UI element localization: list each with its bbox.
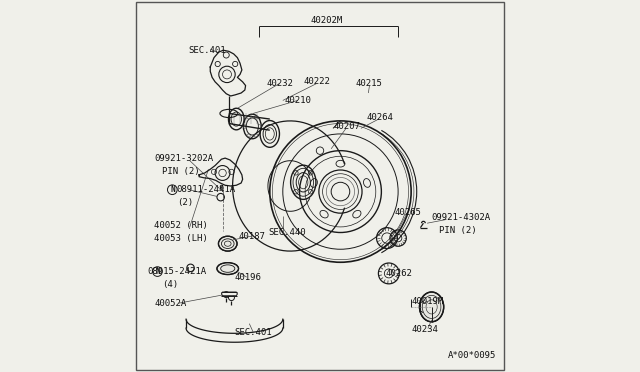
Text: (2): (2) — [177, 198, 193, 207]
Text: 40196: 40196 — [234, 273, 261, 282]
Text: 40019M: 40019M — [411, 297, 444, 306]
Ellipse shape — [217, 263, 239, 275]
Text: SEC.401: SEC.401 — [188, 46, 225, 55]
Text: N: N — [170, 185, 175, 194]
Text: 40052A: 40052A — [154, 299, 187, 308]
Text: 40262: 40262 — [385, 269, 412, 278]
Text: 40187: 40187 — [238, 232, 265, 241]
Text: SEC.440: SEC.440 — [268, 228, 305, 237]
Text: SEC.401: SEC.401 — [234, 328, 272, 337]
Text: 40265: 40265 — [394, 208, 421, 217]
Text: 09921-3202A: 09921-3202A — [154, 154, 214, 163]
Text: PIN (2): PIN (2) — [162, 167, 200, 176]
Text: PIN (2): PIN (2) — [439, 226, 477, 235]
Text: 40053 (LH): 40053 (LH) — [154, 234, 208, 243]
Text: 08911-2441A: 08911-2441A — [177, 185, 236, 194]
Text: 40210: 40210 — [285, 96, 312, 105]
Polygon shape — [221, 292, 237, 296]
Text: 40202M: 40202M — [310, 16, 343, 25]
Text: (4): (4) — [162, 280, 178, 289]
Ellipse shape — [419, 292, 444, 322]
Text: A*00*0095: A*00*0095 — [449, 351, 497, 360]
Text: 40234: 40234 — [411, 325, 438, 334]
Text: 08915-2421A: 08915-2421A — [147, 267, 206, 276]
Ellipse shape — [218, 236, 237, 251]
Text: 40207: 40207 — [333, 122, 360, 131]
Text: 40264: 40264 — [367, 113, 394, 122]
Text: 40232: 40232 — [266, 79, 293, 88]
Text: 40052 (RH): 40052 (RH) — [154, 221, 208, 230]
Text: 40222: 40222 — [303, 77, 330, 86]
Text: 40215: 40215 — [355, 79, 382, 88]
Text: 09921-4302A: 09921-4302A — [431, 213, 491, 222]
Text: N: N — [155, 267, 160, 276]
